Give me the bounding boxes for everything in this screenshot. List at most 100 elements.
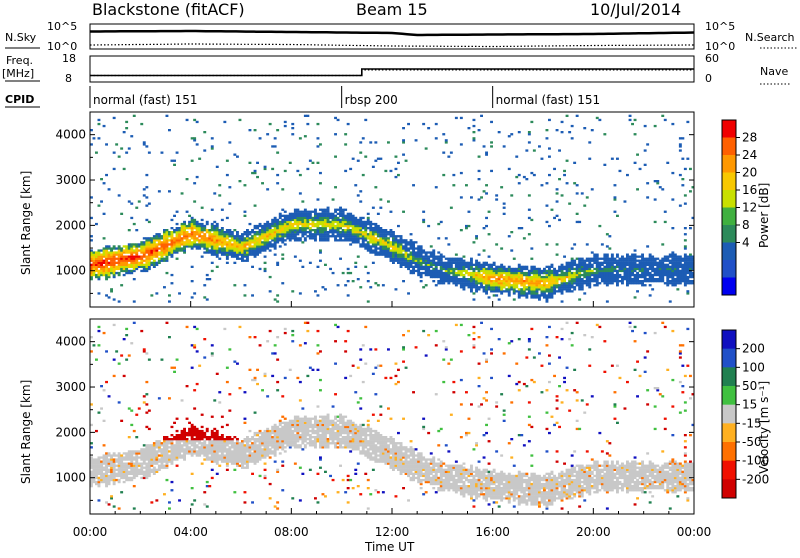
power-cell	[249, 223, 252, 225]
power-cell	[211, 270, 214, 272]
velocity-cell	[251, 461, 254, 463]
velocity-cell	[211, 442, 214, 444]
power-cell	[561, 266, 564, 268]
power-cell	[98, 119, 101, 121]
power-cell	[158, 241, 161, 243]
power-cell	[306, 215, 309, 217]
power-cell	[473, 264, 476, 266]
velocity-cell	[216, 373, 219, 375]
power-cell	[679, 260, 682, 262]
velocity-cell	[130, 450, 133, 452]
power-cell	[306, 227, 309, 229]
power-cell	[596, 272, 599, 274]
velocity-cell	[266, 442, 269, 444]
power-cell	[460, 272, 463, 274]
velocity-cell	[281, 422, 284, 424]
power-cell	[500, 266, 503, 268]
power-cell	[475, 268, 478, 270]
power-cell	[354, 225, 357, 227]
power-cell	[339, 258, 342, 260]
power-cell	[536, 290, 539, 292]
power-cell	[324, 288, 327, 290]
power-cell	[420, 247, 423, 249]
velocity-cell	[281, 430, 284, 432]
power-cell	[578, 264, 581, 266]
power-cell	[372, 229, 375, 231]
power-cell	[488, 270, 491, 272]
velocity-cell	[173, 454, 176, 456]
power-cell	[508, 268, 511, 270]
power-cell	[155, 256, 158, 258]
power-cell	[105, 174, 108, 176]
power-cell	[417, 266, 420, 268]
velocity-cell	[254, 412, 257, 414]
power-cell	[480, 274, 483, 276]
velocity-cell	[239, 456, 242, 458]
power-cell	[198, 223, 201, 225]
power-cell	[367, 247, 370, 249]
power-cell	[503, 145, 506, 147]
velocity-cell	[178, 499, 181, 501]
power-cell	[568, 290, 571, 292]
power-cell	[626, 256, 629, 258]
power-cell	[133, 260, 136, 262]
velocity-cell	[103, 469, 106, 471]
velocity-cell	[138, 473, 141, 475]
power-cell	[641, 260, 644, 262]
power-cell	[98, 272, 101, 274]
power-cell	[528, 292, 531, 294]
power-cell	[661, 266, 664, 268]
power-cell	[460, 282, 463, 284]
power-cell	[654, 180, 657, 182]
power-cell	[390, 249, 393, 251]
power-cell	[359, 190, 362, 192]
power-cell	[442, 152, 445, 154]
power-cell	[573, 264, 576, 266]
power-cell	[344, 237, 347, 239]
power-cell	[183, 235, 186, 237]
velocity-cell	[286, 436, 289, 438]
power-cell	[274, 298, 277, 300]
power-cell	[377, 254, 380, 256]
power-cell	[588, 272, 591, 274]
power-cell	[261, 229, 264, 231]
power-cell	[223, 249, 226, 251]
power-cell	[384, 229, 387, 231]
power-cell	[631, 280, 634, 282]
power-cell	[364, 119, 367, 121]
velocity-cell	[223, 454, 226, 456]
power-cell	[158, 237, 161, 239]
power-cell	[629, 274, 632, 276]
velocity-cell	[216, 438, 219, 440]
velocity-cell	[140, 471, 143, 473]
power-cell	[332, 213, 335, 215]
power-cell	[543, 290, 546, 292]
power-cell	[440, 272, 443, 274]
power-cell	[671, 280, 674, 282]
power-cell	[332, 272, 335, 274]
power-cell	[515, 284, 518, 286]
velocity-cell	[105, 477, 108, 479]
velocity-cell	[110, 495, 113, 497]
power-cell	[576, 268, 579, 270]
power-cell	[581, 280, 584, 282]
power-cell	[608, 264, 611, 266]
velocity-cell	[113, 477, 116, 479]
power-cell	[216, 247, 219, 249]
power-cell	[281, 233, 284, 235]
velocity-cell	[198, 436, 201, 438]
velocity-cell	[244, 461, 247, 463]
power-cell	[445, 237, 448, 239]
power-cell	[659, 266, 662, 268]
power-cell	[374, 243, 377, 245]
power-cell	[437, 274, 440, 276]
velocity-cell	[198, 450, 201, 452]
velocity-cell	[105, 454, 108, 456]
power-cell	[233, 241, 236, 243]
power-cell	[291, 215, 294, 217]
power-cell	[181, 239, 184, 241]
power-cell	[382, 243, 385, 245]
power-cell	[362, 245, 365, 247]
power-cell	[664, 270, 667, 272]
power-cell	[686, 256, 689, 258]
